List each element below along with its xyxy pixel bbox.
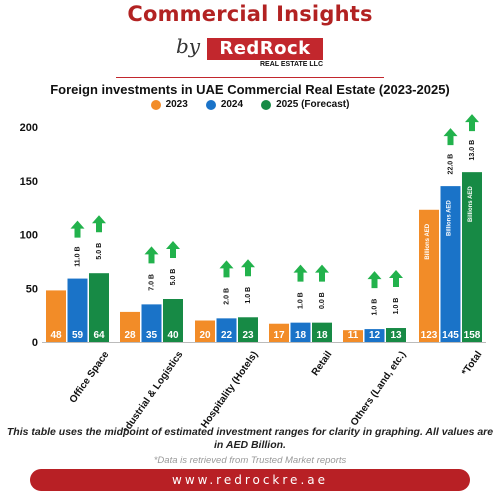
legend-label-2025: 2025 (Forecast)	[276, 99, 350, 110]
bar-value-label: 40	[167, 330, 179, 341]
bar-value-label: 11	[348, 330, 359, 341]
growth-arrow-icon	[465, 114, 479, 132]
growth-arrow-icon	[293, 264, 308, 282]
y-tick-label: 200	[20, 122, 38, 134]
growth-arrow-icon	[70, 220, 85, 238]
source-note: *Data is retrieved from Trusted Market r…	[153, 455, 347, 466]
growth-label: 7.0 B	[148, 274, 155, 291]
header-divider	[116, 77, 384, 78]
bar	[312, 322, 332, 342]
bar-value-label: 64	[93, 330, 105, 341]
bar	[419, 209, 439, 342]
bar	[141, 304, 162, 342]
growth-label: 22.0 B	[447, 154, 454, 175]
legend-item-2024: 2024	[205, 99, 244, 110]
bar-value-label: 18	[316, 330, 328, 341]
growth-arrow-icon	[166, 241, 180, 258]
bar	[386, 328, 406, 342]
page-header-title: Commercial Insights	[127, 2, 373, 26]
legend-item-2025: 2025 (Forecast)	[261, 99, 349, 110]
bar-value-label: 145	[442, 330, 459, 341]
logo-wordmark: RedRock	[207, 38, 323, 60]
bar	[269, 323, 289, 342]
category-label: Office Space	[68, 349, 112, 405]
y-tick-label: 150	[20, 176, 38, 188]
bar	[89, 273, 109, 342]
growth-arrow-icon	[443, 128, 458, 146]
category-label: Industrial & Logistics	[118, 349, 186, 430]
bar-chart: 0 50 100 150 200 48 59 64 11.0 B 5.0 B Office Spac…	[20, 114, 486, 430]
growth-arrow-icon	[144, 246, 159, 264]
chart-title: Foreign investments in UAE Commercial Re…	[50, 82, 450, 97]
growth-arrow-icon	[241, 259, 255, 277]
growth-label: 13.0 B	[469, 140, 476, 161]
y-tick-label: 50	[26, 283, 38, 295]
bar	[163, 299, 183, 342]
bar-value-label: 28	[124, 330, 136, 341]
legend-swatch-2025	[261, 99, 272, 110]
growth-label: 2.0 B	[223, 288, 230, 305]
category-label: Others (Land, etc.)	[349, 349, 409, 428]
bar-value-label: 35	[146, 330, 158, 341]
bar-value-label: 17	[273, 330, 285, 341]
bar	[343, 330, 363, 342]
bar	[290, 322, 311, 342]
bar	[238, 317, 258, 342]
legend-label-2023: 2023	[165, 99, 188, 110]
growth-arrow-icon	[367, 271, 382, 289]
bar	[440, 186, 461, 342]
growth-arrow-icon	[315, 264, 329, 282]
bar	[46, 290, 66, 342]
logo-subtitle: REAL ESTATE LLC	[260, 61, 323, 68]
y-tick-label: 100	[20, 230, 38, 242]
growth-label: 11.0 B	[74, 246, 81, 266]
chart-legend: 2023 2024 2025 (Forecast)	[0, 99, 500, 110]
bar-unit-label: Billions AED	[425, 223, 431, 259]
category-label: *Total	[460, 349, 485, 378]
bar-unit-label: Billions AED	[447, 200, 453, 236]
bar	[195, 320, 215, 342]
bar	[216, 318, 237, 342]
growth-arrow-icon	[92, 215, 106, 233]
footnote: This table uses the midpoint of estimate…	[6, 426, 494, 451]
bar	[364, 329, 385, 342]
growth-label: 1.0 B	[245, 287, 252, 304]
legend-swatch-2023	[150, 99, 161, 110]
bar-value-label: 20	[199, 330, 211, 341]
bar-value-label: 123	[421, 330, 438, 341]
website-link[interactable]: www.redrockre.ae	[30, 469, 470, 491]
bar-value-label: 23	[242, 330, 254, 341]
bar-value-label: 158	[464, 330, 481, 341]
bar-value-label: 22	[221, 330, 233, 341]
category-label: Hospitality (Hotels)	[199, 349, 260, 430]
bar-value-label: 48	[50, 330, 62, 341]
growth-label: 0.0 B	[319, 292, 326, 309]
category-label: Retail	[310, 349, 335, 378]
bar-value-label: 18	[295, 330, 307, 341]
bar	[67, 278, 88, 342]
legend-swatch-2024	[205, 99, 216, 110]
bar-value-label: 59	[72, 330, 84, 341]
growth-label: 1.0 B	[297, 292, 304, 309]
growth-arrow-icon	[389, 270, 403, 288]
legend-label-2024: 2024	[220, 99, 244, 110]
growth-label: 5.0 B	[170, 269, 177, 286]
bar-value-label: 13	[390, 330, 402, 341]
bar	[462, 172, 482, 342]
bar-unit-label: Billions AED	[468, 186, 474, 222]
growth-label: 5.0 B	[96, 243, 103, 260]
growth-label: 1.0 B	[393, 298, 400, 315]
legend-item-2023: 2023	[150, 99, 188, 110]
growth-arrow-icon	[219, 260, 234, 278]
bar	[120, 311, 140, 342]
by-label: by	[176, 34, 201, 58]
y-tick-label: 0	[32, 337, 38, 349]
growth-label: 1.0 B	[371, 299, 378, 316]
bar-value-label: 12	[369, 330, 381, 341]
redrock-logo: RedRock REAL ESTATE LLC	[207, 38, 323, 72]
